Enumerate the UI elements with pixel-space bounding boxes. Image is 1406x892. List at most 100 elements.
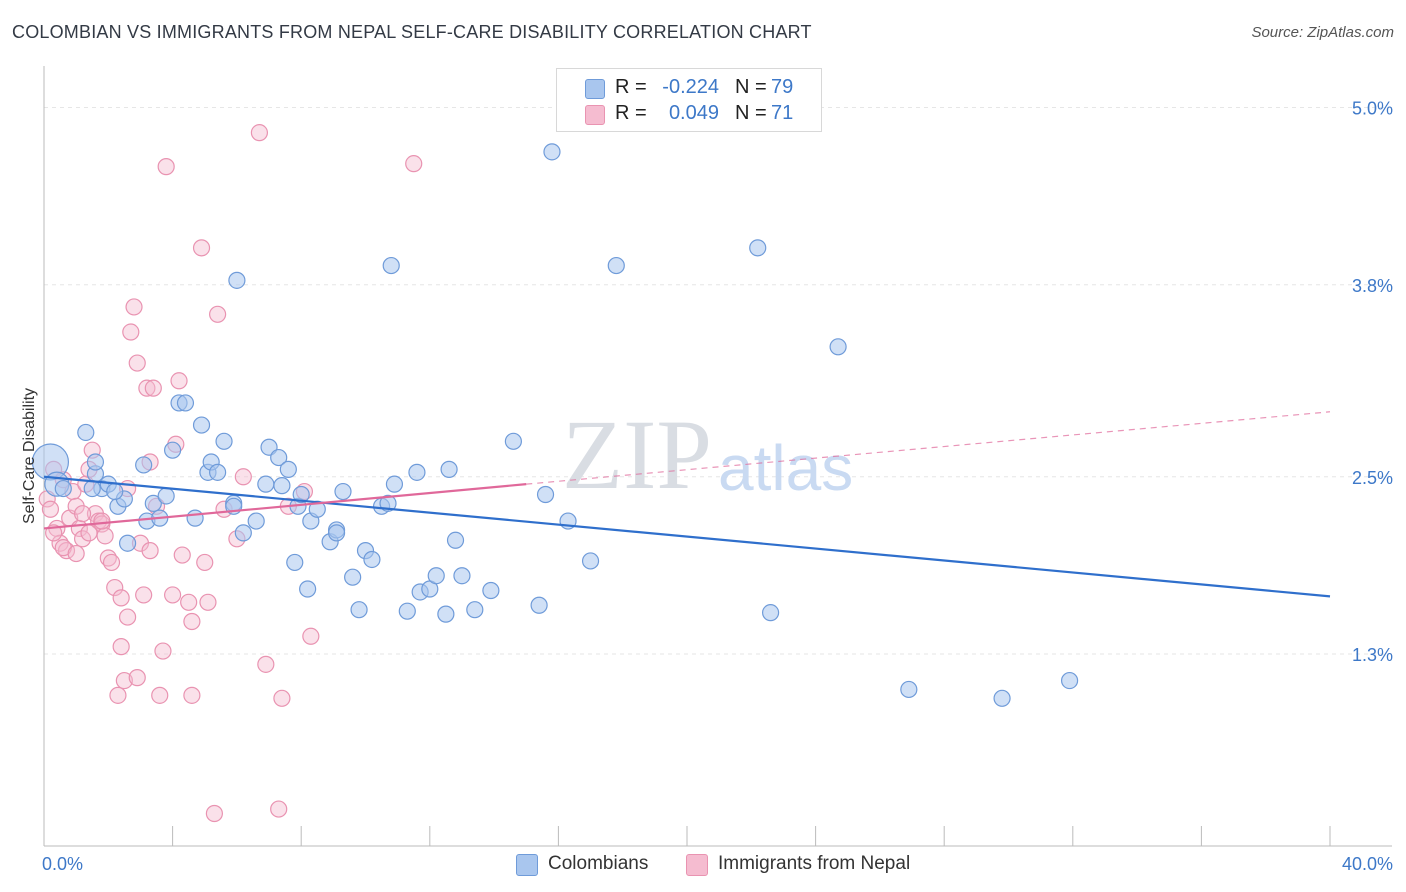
nepal-point bbox=[106, 578, 124, 597]
legend-label-colombians: Colombians bbox=[548, 853, 649, 874]
colombian-point bbox=[144, 494, 162, 512]
nepal-trend-extension bbox=[526, 411, 1331, 485]
colombian-point bbox=[176, 394, 195, 412]
nepal-point bbox=[209, 305, 227, 323]
colombian-point bbox=[77, 423, 95, 442]
nepal-point bbox=[96, 527, 114, 545]
nepal-point bbox=[192, 239, 211, 257]
n-value-nepal: 71 bbox=[771, 102, 794, 124]
y-axis-label: Self-Care Disability bbox=[21, 388, 38, 524]
colombian-point bbox=[234, 524, 252, 542]
r-label: R = bbox=[615, 76, 647, 98]
chart-title: COLOMBIAN VS IMMIGRANTS FROM NEPAL SELF-… bbox=[12, 22, 812, 42]
trend-lines bbox=[43, 411, 1331, 598]
colombian-point bbox=[299, 580, 317, 598]
colombian-point bbox=[536, 485, 555, 504]
nepal-point bbox=[109, 686, 127, 704]
colombian-point bbox=[192, 416, 211, 434]
r-value-nepal: 0.049 bbox=[668, 102, 719, 124]
colombian-point bbox=[900, 680, 918, 699]
nepal-point bbox=[270, 800, 288, 818]
colombian-point bbox=[164, 441, 182, 459]
legend-swatch-colombians bbox=[516, 854, 538, 876]
colombian-point bbox=[334, 482, 352, 501]
legend-swatch-nepal bbox=[686, 854, 708, 876]
colombian-point bbox=[482, 581, 500, 600]
colombian-point bbox=[83, 479, 101, 498]
colombian-point bbox=[106, 482, 124, 501]
grid-lines bbox=[44, 107, 1392, 655]
nepal-point bbox=[128, 354, 146, 372]
colombian-point bbox=[86, 453, 105, 471]
nepal-point bbox=[199, 593, 217, 611]
colombian-point bbox=[543, 143, 561, 161]
colombian-point bbox=[1060, 671, 1079, 690]
nepal-point bbox=[73, 505, 92, 523]
nepal-point bbox=[250, 124, 269, 142]
colombians-swatch bbox=[585, 79, 605, 99]
nepal-point bbox=[234, 468, 252, 486]
watermark-atlas: atlas bbox=[718, 432, 853, 504]
nepal-point bbox=[115, 671, 133, 690]
colombian-point bbox=[749, 239, 767, 257]
nepal-point bbox=[80, 524, 98, 542]
nepal-point bbox=[183, 612, 201, 631]
colombian-point bbox=[118, 534, 137, 552]
colombian-point bbox=[761, 604, 780, 622]
n-value-colombians: 79 bbox=[771, 76, 794, 98]
nepal-point bbox=[41, 500, 60, 518]
colombian-point bbox=[437, 605, 455, 623]
colombian-point bbox=[530, 596, 548, 614]
nepal-point bbox=[112, 589, 130, 607]
nepal-point bbox=[118, 608, 137, 626]
y-tick-label: 1.3% bbox=[1352, 645, 1393, 665]
colombian-point bbox=[135, 456, 153, 474]
colombian-point bbox=[215, 432, 233, 450]
colombian-point bbox=[385, 475, 404, 493]
nepal-swatch bbox=[585, 105, 605, 125]
colombian-point bbox=[363, 550, 381, 569]
nepal-point bbox=[67, 544, 85, 563]
y-tick-label: 2.5% bbox=[1352, 468, 1393, 488]
colombian-point bbox=[209, 463, 227, 481]
tick-labels: 1.3% 2.5% 3.8% 5.0% 0.0% 40.0% bbox=[42, 99, 1393, 874]
x-tick-label: 40.0% bbox=[1342, 854, 1393, 874]
nepal-point bbox=[125, 298, 143, 316]
colombian-point bbox=[382, 256, 400, 275]
colombian-point bbox=[292, 485, 310, 504]
colombian-point bbox=[440, 460, 458, 478]
nepal-point bbox=[93, 512, 111, 530]
nepal-point bbox=[144, 379, 162, 397]
colombian-point bbox=[247, 512, 265, 530]
nepal-point bbox=[135, 586, 153, 604]
colombian-point bbox=[54, 479, 72, 498]
nepal-point bbox=[183, 686, 201, 704]
watermark-zip: ZIP bbox=[562, 399, 712, 510]
nepal-point bbox=[57, 542, 76, 560]
r-value-colombians: -0.224 bbox=[662, 76, 719, 98]
nepal-point bbox=[302, 627, 320, 645]
colombian-trend-line bbox=[43, 475, 1331, 598]
colombian-point bbox=[279, 460, 297, 478]
colombian-point bbox=[446, 531, 465, 549]
nepal-point bbox=[122, 323, 140, 341]
colombian-point bbox=[186, 509, 204, 527]
source-label: Source: ZipAtlas.com bbox=[1251, 24, 1394, 41]
nepal-point bbox=[138, 379, 156, 397]
nepal-point bbox=[405, 155, 423, 173]
nepal-point bbox=[257, 655, 275, 673]
colombian-point bbox=[466, 601, 484, 619]
nepal-point bbox=[170, 372, 188, 390]
colombian-point bbox=[607, 256, 625, 275]
nepal-point bbox=[164, 586, 182, 604]
colombian-point bbox=[257, 475, 275, 493]
colombian-point bbox=[504, 432, 522, 450]
nepal-point bbox=[205, 804, 223, 823]
colombian-point bbox=[408, 463, 426, 481]
colombian-point bbox=[327, 524, 346, 542]
colombian-point bbox=[581, 552, 600, 570]
nepal-point bbox=[196, 553, 214, 572]
nepal-point bbox=[173, 546, 191, 564]
r-label: R = bbox=[615, 102, 647, 124]
nepal-point bbox=[73, 530, 92, 548]
